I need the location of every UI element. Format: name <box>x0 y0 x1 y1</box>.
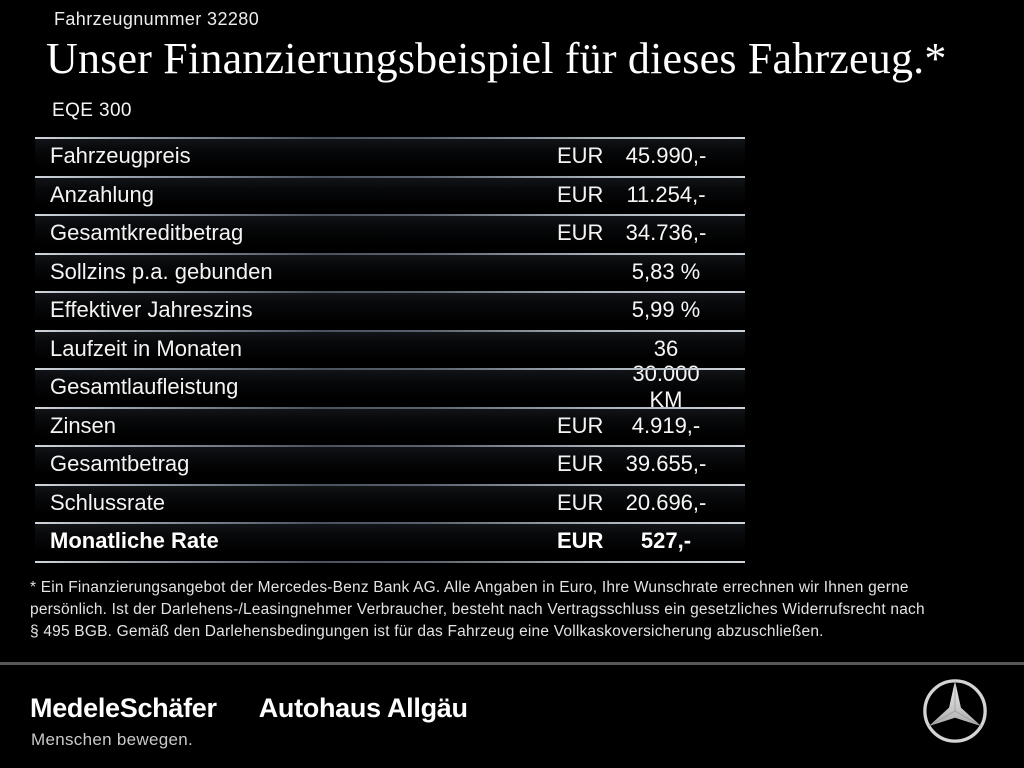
row-label: Schlussrate <box>50 489 165 515</box>
table-row: Sollzins p.a. gebunden 5,83 % <box>35 252 745 291</box>
row-value: 36 <box>653 335 679 361</box>
table-row: Monatliche Rate EUR 527,- <box>35 522 745 561</box>
row-value: 527,- <box>640 528 692 554</box>
row-currency: EUR <box>557 412 604 438</box>
footnote-line: § 495 BGB. Gemäß den Darlehensbedingunge… <box>30 623 824 640</box>
row-label: Anzahlung <box>50 181 154 207</box>
footnote-line: * Ein Finanzierungsangebot der Mercedes-… <box>30 579 909 596</box>
row-currency: EUR <box>557 220 604 246</box>
row-label: Sollzins p.a. gebunden <box>50 258 273 284</box>
mercedes-star-icon <box>920 676 990 746</box>
row-value: 20.696,- <box>625 489 707 515</box>
footnote: * Ein Finanzierungsangebot der Mercedes-… <box>30 577 1010 643</box>
row-label: Effektiver Jahreszins <box>50 297 253 323</box>
table-row: Anzahlung EUR 11.254,- <box>35 175 745 214</box>
row-currency: EUR <box>557 143 604 169</box>
table-row: Gesamtbetrag EUR 39.655,- <box>35 445 745 484</box>
row-value: 5,99 % <box>631 297 701 323</box>
row-value: 4.919,- <box>631 412 701 438</box>
row-label: Gesamtbetrag <box>50 451 190 477</box>
page-title: Unser Finanzierungsbeispiel für dieses F… <box>46 34 947 83</box>
row-currency: EUR <box>557 181 604 207</box>
row-value: 45.990,- <box>625 143 707 169</box>
row-currency: EUR <box>557 451 604 477</box>
row-value: 39.655,- <box>625 451 707 477</box>
row-value-group: EUR 11.254,- <box>557 182 745 208</box>
row-value-group: EUR 39.655,- <box>557 451 745 477</box>
row-label: Zinsen <box>50 412 117 438</box>
row-value-group: 36 <box>557 336 745 362</box>
row-value: 34.736,- <box>625 220 707 246</box>
row-value-group: EUR 20.696,- <box>557 490 745 516</box>
vehicle-number: Fahrzeugnummer 32280 <box>54 9 260 29</box>
row-label: Gesamtkreditbetrag <box>50 220 244 246</box>
footer-divider <box>0 662 1024 665</box>
row-value-group: EUR 45.990,- <box>557 143 745 169</box>
row-value-group: 30.000 KM <box>557 361 745 413</box>
table-row: Effektiver Jahreszins 5,99 % <box>35 291 745 330</box>
financing-table: Fahrzeugpreis EUR 45.990,- Anzahlung EUR 11.2… <box>35 137 745 563</box>
vehicle-model: EQE 300 <box>52 100 132 121</box>
table-row: Schlussrate EUR 20.696,- <box>35 483 745 522</box>
row-label: Gesamtlaufleistung <box>50 374 239 400</box>
row-value: 30.000 KM <box>632 361 700 413</box>
dealer-logos: MedeleSchäfer Autohaus Allgäu <box>30 693 468 724</box>
row-value-group: EUR 527,- <box>557 528 745 554</box>
table-row: Zinsen EUR 4.919,- <box>35 406 745 445</box>
row-value: 11.254,- <box>626 181 706 207</box>
footnote-line: persönlich. Ist der Darlehens-/Leasingne… <box>30 601 925 618</box>
row-label: Laufzeit in Monaten <box>50 335 243 361</box>
table-row: Laufzeit in Monaten 36 <box>35 329 745 368</box>
row-currency: EUR <box>557 528 604 554</box>
row-value-group: 5,99 % <box>557 297 745 323</box>
table-row: Gesamtkreditbetrag EUR 34.736,- <box>35 214 745 253</box>
row-value-group: 5,83 % <box>557 259 745 285</box>
row-value-group: EUR 34.736,- <box>557 220 745 246</box>
row-label: Fahrzeugpreis <box>50 143 191 169</box>
dealer-logo-secondary: Autohaus Allgäu <box>258 693 468 723</box>
row-value: 5,83 % <box>631 258 701 284</box>
row-value-group: EUR 4.919,- <box>557 413 745 439</box>
dealer-logo-primary: MedeleSchäfer <box>30 693 217 723</box>
table-row: Fahrzeugpreis EUR 45.990,- <box>35 137 745 176</box>
table-row: Gesamtlaufleistung 30.000 KM <box>35 361 745 412</box>
row-label: Monatliche Rate <box>50 528 219 554</box>
dealer-tagline: Menschen bewegen. <box>31 730 193 749</box>
row-currency: EUR <box>557 489 604 515</box>
